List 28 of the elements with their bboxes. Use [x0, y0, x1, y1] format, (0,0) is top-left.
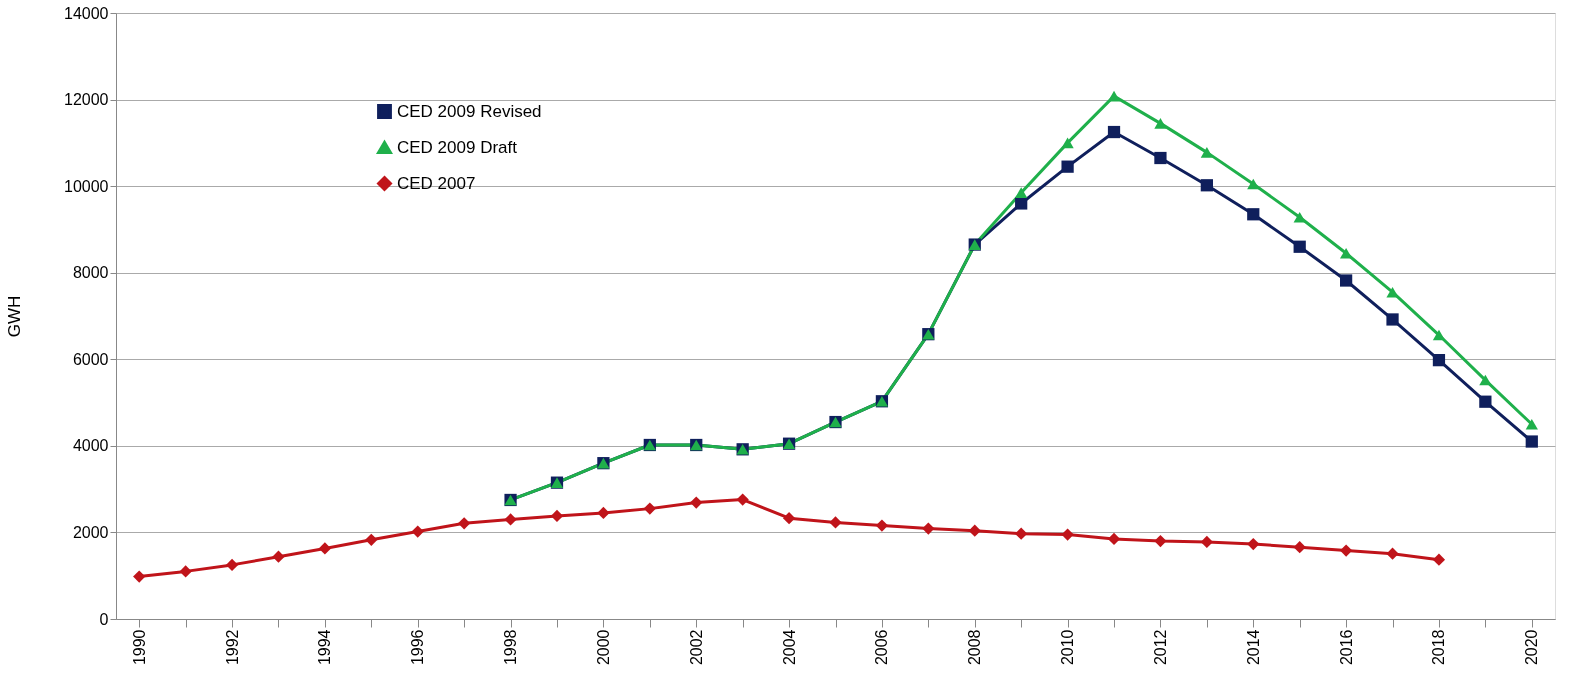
y-tick-label: 2000 — [72, 523, 109, 541]
y-tick-label: 10000 — [64, 177, 109, 195]
x-tick-label: 2008 — [966, 629, 984, 666]
x-tick-label: 2002 — [687, 629, 705, 666]
x-tick-label: 1998 — [502, 629, 520, 666]
x-tick-label: 1990 — [130, 629, 148, 666]
legend-label: CED 2009 Revised — [397, 101, 542, 121]
x-tick-label: 2018 — [1430, 629, 1448, 666]
legend-label: CED 2007 — [397, 173, 476, 193]
y-tick-label: 4000 — [72, 437, 109, 455]
y-tick-label: 0 — [99, 610, 109, 628]
x-tick-label: 1992 — [223, 629, 241, 666]
y-tick-label: 12000 — [64, 91, 109, 109]
y-tick-label: 8000 — [72, 264, 109, 282]
x-tick-label: 2020 — [1523, 629, 1541, 666]
y-tick-label: 14000 — [64, 4, 109, 22]
x-tick-label: 2012 — [1151, 629, 1169, 666]
x-tick-label: 2004 — [780, 629, 798, 666]
y-axis-title: GWH — [5, 295, 25, 338]
x-tick-label: 1996 — [409, 629, 427, 666]
legend-label: CED 2009 Draft — [397, 137, 518, 157]
x-tick-label: 2016 — [1337, 629, 1355, 666]
x-tick-label: 2000 — [594, 629, 612, 666]
y-tick-label: 6000 — [72, 350, 109, 368]
x-tick-label: 2010 — [1059, 629, 1077, 666]
x-tick-label: 2014 — [1244, 629, 1262, 666]
x-tick-label: 1994 — [316, 629, 334, 666]
x-tick-label: 2006 — [873, 629, 891, 666]
